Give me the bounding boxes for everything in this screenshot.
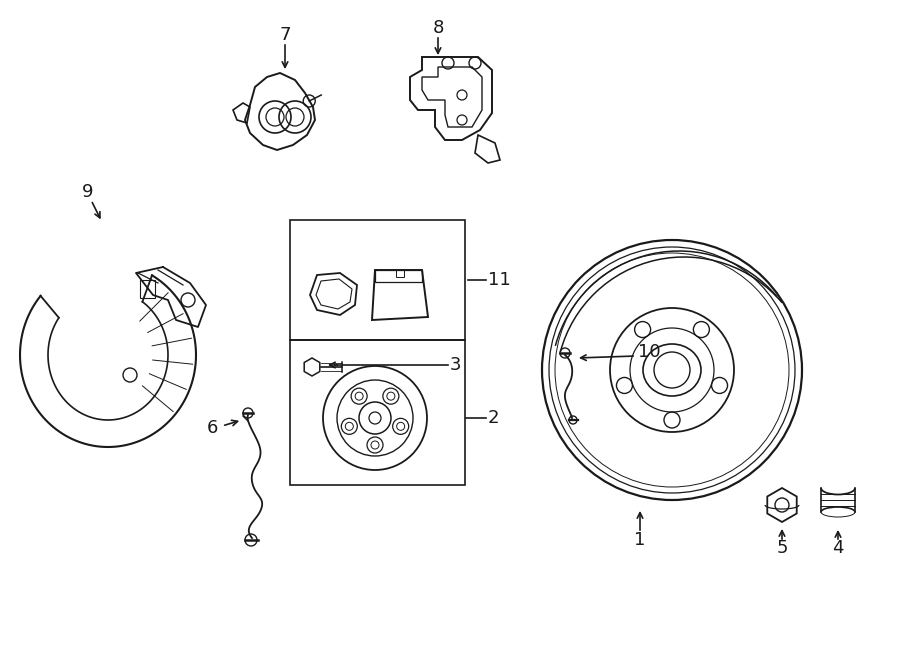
Bar [290,340,465,485]
Text: 9: 9 [82,183,94,201]
Bar [290,220,465,340]
Text: 1: 1 [634,531,645,549]
Text: 8: 8 [432,19,444,37]
Bar [375,270,422,282]
Bar [140,280,155,298]
Text: 10: 10 [638,343,661,361]
Text: 3: 3 [450,356,462,374]
Text: 11: 11 [488,271,511,289]
Text: 2: 2 [488,409,500,427]
Text: 7: 7 [279,26,291,44]
Text: 5: 5 [776,539,788,557]
Bar [396,270,404,277]
Text: 4: 4 [832,539,844,557]
Text: 6: 6 [206,419,218,437]
